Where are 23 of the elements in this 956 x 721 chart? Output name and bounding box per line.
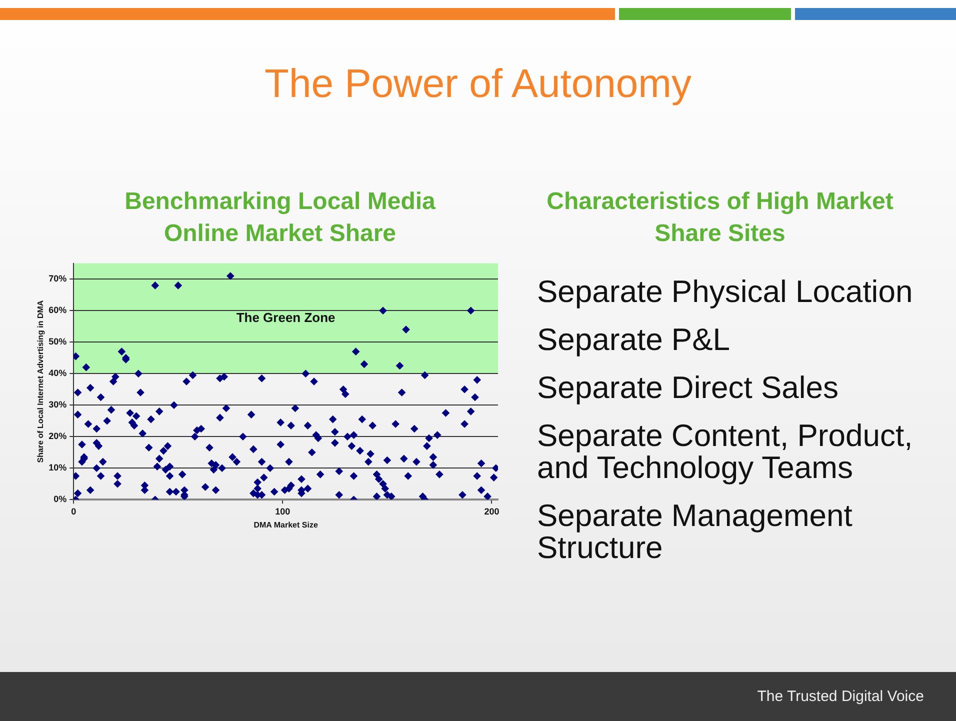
y-tick-label: 40% — [48, 368, 67, 378]
x-axis-title: DMA Market Size — [254, 520, 318, 530]
y-tick-label: 50% — [48, 336, 67, 347]
chart-subtitle: Benchmarking Local Media Online Market Share — [124, 187, 436, 249]
y-tick-label: 20% — [48, 431, 67, 442]
x-tick-label: 0 — [71, 506, 76, 516]
band-label: The Green Zone — [236, 310, 336, 326]
y-tick-label: 30% — [48, 400, 67, 410]
text: Separate Content, Product, and Technology Teams — [537, 418, 914, 485]
chart-title: The Power of Autonomy — [264, 62, 692, 107]
x-tick-label: 200 — [484, 506, 500, 516]
y-axis-title: Share of Local Internet Advertising in DMA — [36, 300, 46, 463]
text: The Trusted Digital Voice — [757, 688, 924, 705]
y-tick-label: 60% — [48, 305, 67, 316]
text: Separate P&L — [537, 322, 732, 357]
text: Separate Direct Sales — [537, 370, 840, 405]
y-tick-label: 0% — [54, 494, 67, 504]
text: Separate Physical Location — [537, 274, 914, 309]
text: Separate Management Structure — [537, 498, 854, 565]
y-tick-label: 10% — [48, 462, 67, 473]
text: Characteristics of High Market Share Sites — [546, 187, 894, 249]
x-tick-label: 100 — [275, 506, 290, 516]
y-tick-label: 70% — [48, 274, 67, 284]
